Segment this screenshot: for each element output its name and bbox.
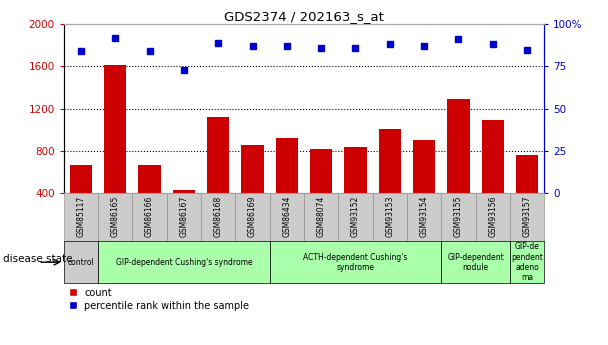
Bar [270,193,304,242]
Text: GSM86169: GSM86169 [248,196,257,237]
Bar [133,193,167,242]
Text: GIP-dependent Cushing's syndrome: GIP-dependent Cushing's syndrome [116,258,252,267]
Bar [441,193,475,242]
Bar [139,165,161,235]
Bar [70,165,92,235]
Text: GIP-de
pendent
adeno
ma: GIP-de pendent adeno ma [511,242,543,282]
Bar [241,145,264,235]
Legend: count, percentile rank within the sample: count, percentile rank within the sample [69,288,249,311]
Text: disease state: disease state [3,254,72,264]
Text: GSM86165: GSM86165 [111,196,120,237]
Bar [310,149,333,235]
Text: GSM93157: GSM93157 [522,196,531,237]
Bar [510,241,544,283]
Bar [235,193,270,242]
Text: GSM93153: GSM93153 [385,196,394,237]
Bar [447,99,469,235]
Bar [304,193,338,242]
Text: GSM93156: GSM93156 [488,196,497,237]
Bar [510,193,544,242]
Bar [344,147,367,235]
Bar [475,193,510,242]
Text: GIP-dependent
nodule: GIP-dependent nodule [447,253,504,272]
Text: GSM93154: GSM93154 [420,196,429,237]
Text: GSM86167: GSM86167 [179,196,188,237]
Text: GSM85117: GSM85117 [77,196,86,237]
Bar [275,138,298,235]
Text: ACTH-dependent Cushing's
syndrome: ACTH-dependent Cushing's syndrome [303,253,407,272]
Bar [201,193,235,242]
Bar [270,241,441,283]
Title: GDS2374 / 202163_s_at: GDS2374 / 202163_s_at [224,10,384,23]
Text: GSM86434: GSM86434 [282,196,291,237]
Bar [207,117,229,235]
Bar [64,241,98,283]
Bar [98,193,133,242]
Text: GSM86166: GSM86166 [145,196,154,237]
Bar [173,190,195,235]
Bar [373,193,407,242]
Bar [516,155,538,235]
Bar [441,241,510,283]
Bar [98,241,270,283]
Text: GSM88074: GSM88074 [317,196,326,237]
Bar [379,129,401,235]
Text: control: control [67,258,94,267]
Text: GSM86168: GSM86168 [214,196,223,237]
Bar [64,193,98,242]
Bar [104,65,126,235]
Bar [167,193,201,242]
Bar [413,140,435,235]
Text: GSM93152: GSM93152 [351,196,360,237]
Bar [407,193,441,242]
Bar [338,193,373,242]
Text: GSM93155: GSM93155 [454,196,463,237]
Bar [482,120,504,235]
